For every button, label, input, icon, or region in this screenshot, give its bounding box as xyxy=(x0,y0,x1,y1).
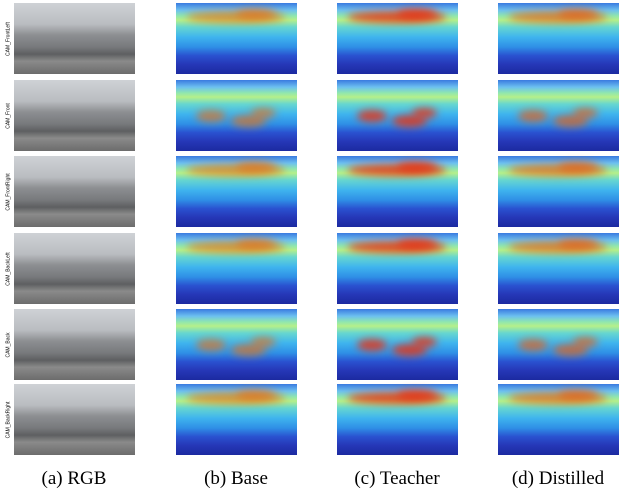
caption: (b) Base xyxy=(166,468,306,490)
heatmap xyxy=(337,3,458,74)
heat-spot xyxy=(397,9,437,19)
caption: (c) Teacher xyxy=(327,468,467,490)
heatmap xyxy=(176,233,297,304)
row-label: CAM_FrontRight xyxy=(6,157,12,228)
heatmap xyxy=(176,156,297,227)
heat-spot xyxy=(357,339,387,351)
heatmap xyxy=(337,384,458,455)
row-label: CAM_BackLeft xyxy=(6,234,12,305)
heat-spot xyxy=(251,337,276,347)
heatmap xyxy=(176,384,297,455)
heatmap xyxy=(498,309,619,380)
heat-spot xyxy=(251,108,276,118)
heatmap xyxy=(176,3,297,74)
heatmap xyxy=(176,309,297,380)
heat-spot xyxy=(236,239,276,249)
heat-spot xyxy=(397,239,437,249)
heatmap xyxy=(498,80,619,151)
heatmap xyxy=(337,309,458,380)
heat-spot xyxy=(236,162,276,172)
heat-spot xyxy=(196,339,226,351)
heat-spot xyxy=(518,339,548,351)
heat-spot xyxy=(558,162,598,172)
heat-spot xyxy=(573,337,598,347)
heat-spot xyxy=(236,390,276,400)
heatmap xyxy=(498,3,619,74)
row-label: CAM_BackRight xyxy=(6,385,12,456)
heatmap xyxy=(337,156,458,227)
heat-spot xyxy=(412,337,437,347)
heat-spot xyxy=(558,239,598,249)
heat-spot xyxy=(397,162,437,172)
heat-spot xyxy=(412,108,437,118)
rgb-image xyxy=(14,3,135,74)
row-label: CAM_FrontLeft xyxy=(6,4,12,75)
heat-spot xyxy=(357,110,387,122)
heat-spot xyxy=(196,110,226,122)
heatmap xyxy=(176,80,297,151)
rgb-image xyxy=(14,309,135,380)
heat-spot xyxy=(236,9,276,19)
heatmap xyxy=(337,233,458,304)
heat-spot xyxy=(573,108,598,118)
rgb-image xyxy=(14,384,135,455)
heatmap xyxy=(337,80,458,151)
rgb-image xyxy=(14,80,135,151)
caption: (a) RGB xyxy=(4,468,144,490)
heat-spot xyxy=(518,110,548,122)
heat-spot xyxy=(397,390,437,400)
heatmap xyxy=(498,156,619,227)
heatmap xyxy=(498,233,619,304)
rgb-image xyxy=(14,233,135,304)
caption: (d) Distilled xyxy=(488,468,623,490)
heat-spot xyxy=(558,390,598,400)
heatmap xyxy=(498,384,619,455)
row-label: CAM_Front xyxy=(6,81,12,152)
row-label: CAM_Back xyxy=(6,310,12,381)
heat-spot xyxy=(558,9,598,19)
rgb-image xyxy=(14,156,135,227)
figure: CAM_FrontLeft CAM_Front CAM_FrontRight CAM_… xyxy=(0,0,623,491)
